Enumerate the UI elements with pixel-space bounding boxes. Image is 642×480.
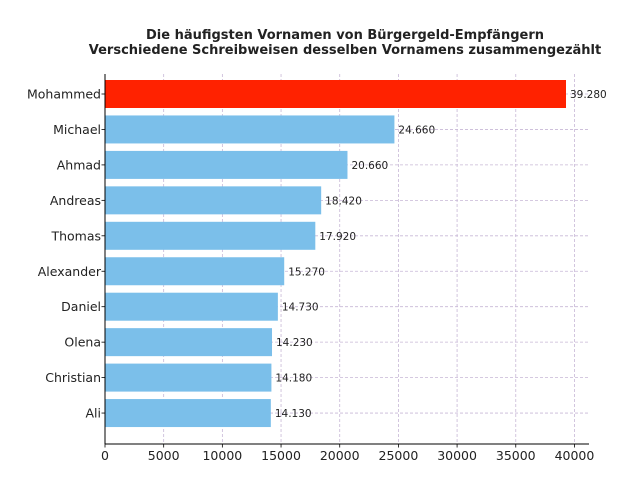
bars [105,80,566,428]
x-tick-label: 20000 [320,448,360,463]
labels: 39.280 Mohammed 24.660 Michael 20.660 Ahmad 18… [27,87,607,464]
y-tick-label: Ali [86,406,102,421]
bar-christian [105,363,272,392]
data-label: 14.180 [275,373,312,385]
data-label: 14.130 [275,408,312,420]
bar-ali [105,399,271,428]
y-tick-label: Thomas [50,228,101,243]
y-tick-label: Michael [53,122,101,137]
x-tick-label: 5000 [148,448,180,463]
y-tick-label: Olena [64,335,101,350]
x-tick-label: 30000 [437,448,477,463]
axes [101,74,589,448]
bar-alexander [105,257,285,286]
y-tick-label: Ahmad [57,157,101,172]
data-label: 20.660 [351,160,388,172]
y-tick-label: Daniel [61,299,101,314]
bar-andreas [105,186,322,215]
bar-michael [105,115,395,144]
bar-daniel [105,292,278,321]
x-tick-label: 0 [101,448,109,463]
chart-title: Die häufigsten Vornamen von Bürgergeld-E… [145,28,544,43]
data-label: 24.660 [398,124,435,136]
bar-thomas [105,221,316,250]
x-tick-label: 40000 [555,448,595,463]
data-label: 39.280 [570,89,607,101]
y-tick-label: Christian [45,370,101,385]
x-tick-label: 35000 [496,448,536,463]
bar-ahmad [105,150,348,179]
x-tick-label: 15000 [261,448,301,463]
bar-olena [105,328,273,357]
chart-subtitle: Verschiedene Schreibweisen desselben Vor… [88,43,602,58]
data-label: 14.730 [282,302,319,314]
x-tick-label: 25000 [379,448,419,463]
bar-mohammed [105,80,566,108]
y-tick-label: Andreas [50,193,101,208]
y-tick-label: Mohammed [27,87,101,102]
data-label: 14.230 [276,337,313,349]
y-tick-label: Alexander [38,264,102,279]
data-label: 17.920 [319,231,356,243]
data-label: 18.420 [325,195,362,207]
data-label: 15.270 [288,266,325,278]
x-tick-label: 10000 [202,448,242,463]
